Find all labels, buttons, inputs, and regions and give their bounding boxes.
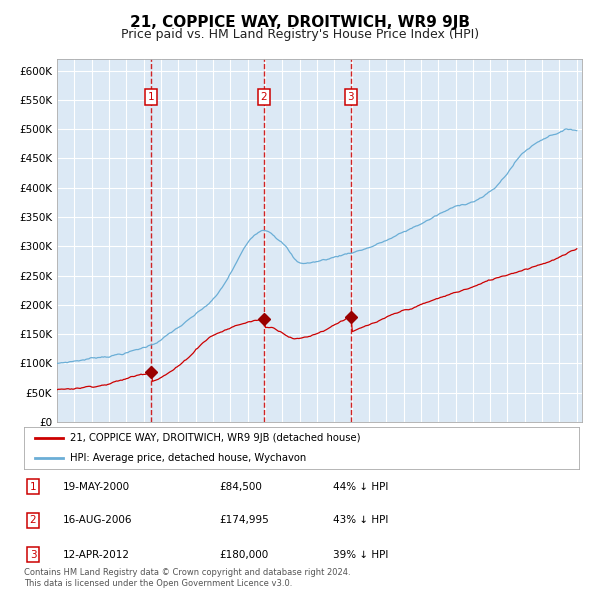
Text: 21, COPPICE WAY, DROITWICH, WR9 9JB: 21, COPPICE WAY, DROITWICH, WR9 9JB xyxy=(130,15,470,30)
Text: 12-APR-2012: 12-APR-2012 xyxy=(63,550,130,559)
Text: £174,995: £174,995 xyxy=(219,516,269,525)
Text: 21, COPPICE WAY, DROITWICH, WR9 9JB (detached house): 21, COPPICE WAY, DROITWICH, WR9 9JB (det… xyxy=(70,433,360,443)
Text: Price paid vs. HM Land Registry's House Price Index (HPI): Price paid vs. HM Land Registry's House … xyxy=(121,28,479,41)
Text: 2: 2 xyxy=(261,92,268,102)
Text: 43% ↓ HPI: 43% ↓ HPI xyxy=(333,516,388,525)
Text: 2: 2 xyxy=(29,516,37,525)
Text: £84,500: £84,500 xyxy=(219,482,262,491)
Text: 39% ↓ HPI: 39% ↓ HPI xyxy=(333,550,388,559)
Text: 19-MAY-2000: 19-MAY-2000 xyxy=(63,482,130,491)
Text: 44% ↓ HPI: 44% ↓ HPI xyxy=(333,482,388,491)
Text: 3: 3 xyxy=(29,550,37,559)
Text: 1: 1 xyxy=(29,482,37,491)
Text: 16-AUG-2006: 16-AUG-2006 xyxy=(63,516,133,525)
Text: £180,000: £180,000 xyxy=(219,550,268,559)
Text: HPI: Average price, detached house, Wychavon: HPI: Average price, detached house, Wych… xyxy=(70,453,306,463)
Text: Contains HM Land Registry data © Crown copyright and database right 2024.
This d: Contains HM Land Registry data © Crown c… xyxy=(24,568,350,588)
Text: 1: 1 xyxy=(148,92,154,102)
Text: 3: 3 xyxy=(347,92,354,102)
